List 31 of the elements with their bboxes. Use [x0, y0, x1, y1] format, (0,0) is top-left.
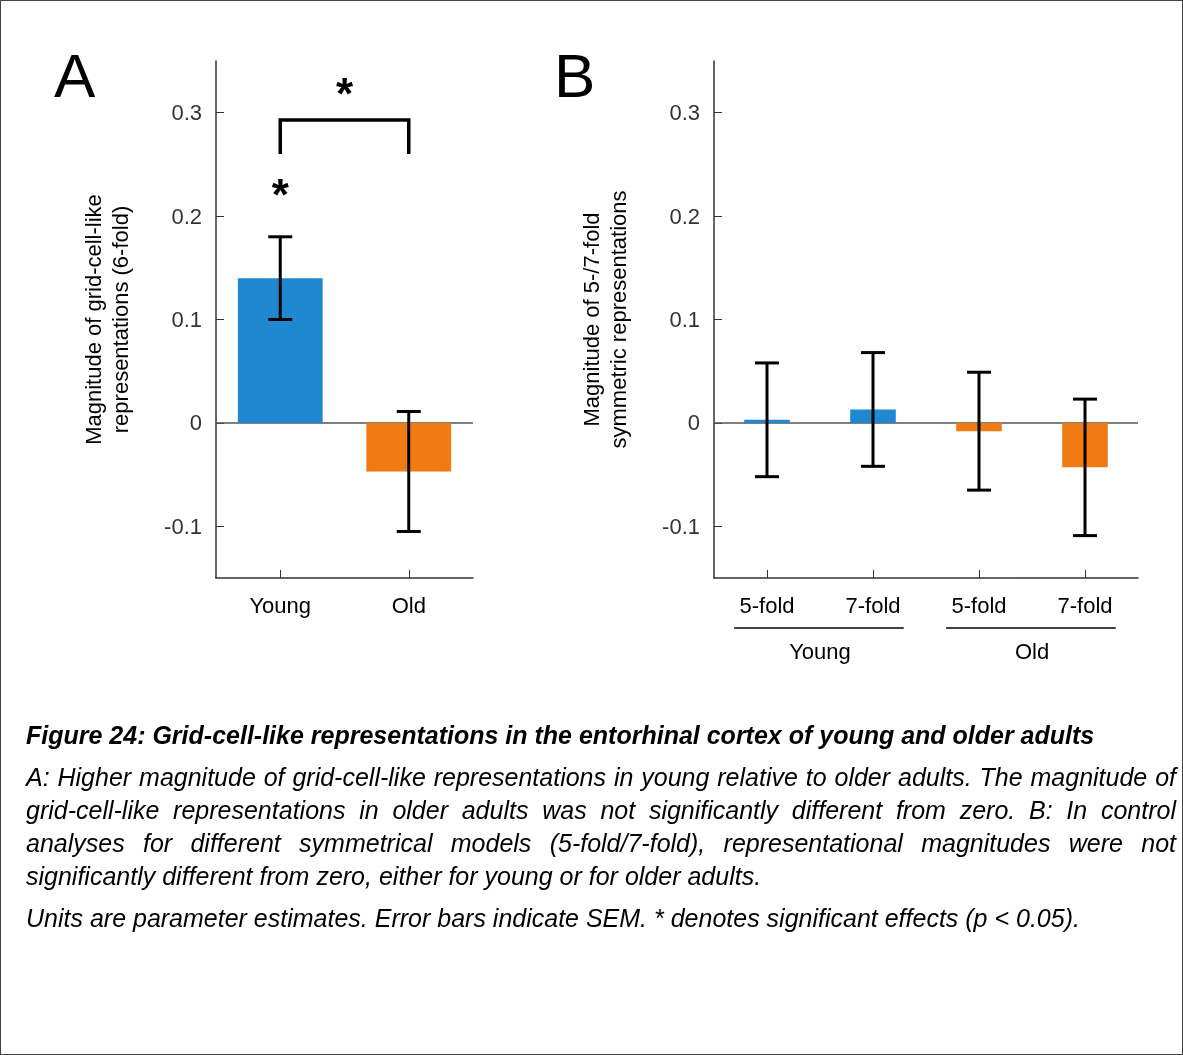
y-tick-label: -0.1	[662, 513, 700, 539]
x-tick-label: Old	[391, 592, 426, 618]
y-tick-label: 0.3	[171, 100, 202, 126]
y-axis-title: Magnitude of 5-/7-fold symmetric representations	[579, 190, 631, 449]
x-tick-label: Young	[249, 592, 312, 618]
text: Old	[1014, 638, 1050, 664]
annotation: *	[271, 170, 290, 220]
bar	[1062, 422, 1108, 468]
annotation: *	[335, 68, 354, 118]
y-tick-label: 0.3	[669, 100, 700, 126]
y-axis-title: Magnitude of grid-cell-like representations (6-fold)	[81, 194, 133, 445]
bar	[850, 409, 896, 423]
text: A: Higher magnitude of grid-cell-like representations in young relative to older adults. The magnitude of grid-cell-like representations in older adults was not significantly different from zero. B: In control analyses for different symmetrical models (5-fold/7-fold), representational magnitudes were not significantly different from zero, either for young or for older adults.	[26, 762, 1176, 892]
text: Young	[789, 638, 851, 664]
chart-title: B	[554, 40, 596, 110]
x-tick-label: 5-fold	[951, 592, 1007, 618]
y-tick-label: 0	[189, 410, 202, 436]
y-tick-label: 0.1	[171, 307, 202, 332]
x-tick-label: 7-fold	[1057, 592, 1113, 618]
chart-title: A	[54, 40, 96, 110]
x-tick-label: 5-fold	[739, 592, 795, 618]
y-tick-label: 0	[687, 410, 700, 436]
y-tick-label: 0.1	[669, 307, 700, 332]
bar	[956, 422, 1002, 432]
bar	[744, 419, 790, 423]
caption: Figure 24: Grid-cell-like representations in the entorhinal cortex of young and older adults	[26, 720, 1096, 751]
text: Units are parameter estimates. Error bars indicate SEM. * denotes significant effects (p < 0.05).	[26, 903, 1081, 934]
y-tick-label: 0.2	[171, 203, 202, 229]
y-tick-label: -0.1	[164, 513, 202, 539]
y-tick-label: 0.2	[669, 203, 700, 229]
x-tick-label: 7-fold	[845, 592, 901, 618]
